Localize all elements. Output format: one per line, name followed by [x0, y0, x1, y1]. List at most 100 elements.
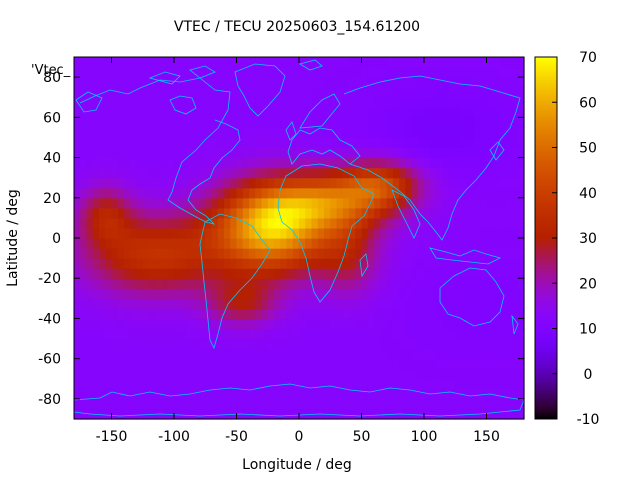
heatmap-cell — [324, 157, 331, 169]
heatmap-cell — [392, 217, 400, 229]
heatmap-cell — [292, 217, 300, 229]
heatmap-cell — [349, 217, 356, 229]
heatmap-cell — [292, 358, 300, 370]
heatmap-cell — [486, 338, 494, 350]
heatmap-cell — [117, 378, 125, 390]
heatmap-cell — [99, 298, 106, 309]
heatmap-cell — [336, 298, 344, 309]
heatmap-cell — [480, 408, 488, 420]
heatmap-cell — [517, 167, 525, 179]
heatmap-cell — [355, 368, 363, 380]
legend-key-label: 'Vtec_ — [31, 63, 71, 78]
heatmap-cell — [267, 217, 275, 229]
heatmap-cell — [80, 288, 88, 299]
heatmap-cell — [467, 278, 475, 289]
heatmap-cell — [317, 248, 325, 259]
heatmap-cell — [449, 378, 456, 390]
colorbar-tick-label: 50 — [579, 141, 597, 157]
heatmap-cell — [424, 87, 431, 98]
heatmap-cell — [392, 328, 400, 340]
heatmap-cell — [86, 67, 94, 78]
heatmap-cell — [261, 358, 269, 370]
heatmap-cell — [105, 227, 113, 239]
heatmap-cell — [311, 298, 319, 309]
heatmap-cell — [342, 348, 350, 360]
heatmap-cell — [442, 278, 450, 289]
heatmap-cell — [517, 388, 525, 400]
heatmap-cell — [336, 67, 344, 78]
heatmap-cell — [280, 157, 288, 169]
heatmap-cell — [367, 87, 375, 98]
heatmap-cell — [299, 278, 306, 289]
heatmap-cell — [249, 238, 256, 249]
heatmap-cell — [392, 288, 400, 299]
heatmap-cell — [442, 57, 450, 68]
heatmap-cell — [117, 67, 125, 78]
heatmap-cell — [411, 197, 419, 209]
heatmap-cell — [105, 97, 113, 108]
heatmap-cell — [242, 368, 250, 380]
heatmap-cell — [492, 318, 500, 330]
heatmap-cell — [86, 358, 94, 370]
heatmap-cell — [330, 177, 338, 189]
heatmap-cell — [117, 278, 125, 289]
heatmap-cell — [430, 187, 438, 199]
heatmap-cell — [449, 398, 456, 410]
heatmap-cell — [305, 87, 313, 98]
heatmap-cell — [374, 338, 381, 350]
heatmap-cell — [261, 398, 269, 410]
heatmap-cell — [486, 288, 494, 299]
heatmap-cell — [399, 157, 406, 169]
heatmap-cell — [342, 408, 350, 420]
coastline-japan — [489, 141, 505, 161]
heatmap-cell — [124, 207, 131, 219]
heatmap-cell — [267, 117, 275, 128]
heatmap-cell — [292, 57, 300, 68]
heatmap-cell — [499, 358, 506, 370]
heatmap-cell — [511, 388, 519, 400]
heatmap-cell — [286, 388, 294, 400]
heatmap-cell — [511, 157, 519, 169]
heatmap-cell — [111, 388, 119, 400]
heatmap-cell — [367, 358, 375, 370]
heatmap-cell — [474, 318, 481, 330]
heatmap-cell — [492, 238, 500, 249]
heatmap-cell — [292, 348, 300, 360]
heatmap-cell — [124, 77, 131, 88]
heatmap-cell — [242, 97, 250, 108]
heatmap-cell — [142, 217, 150, 229]
heatmap-cell — [180, 67, 188, 78]
heatmap-cell — [492, 127, 500, 139]
heatmap-cell — [399, 147, 406, 159]
heatmap-cell — [111, 177, 119, 189]
heatmap-cell — [142, 147, 150, 159]
heatmap-cell — [292, 308, 300, 320]
heatmap-cell — [499, 147, 506, 159]
heatmap-cell — [342, 298, 350, 309]
heatmap-cell — [492, 258, 500, 269]
heatmap-cell — [124, 338, 131, 350]
heatmap-cell — [255, 408, 263, 420]
heatmap-cell — [86, 207, 94, 219]
heatmap-cell — [236, 348, 244, 360]
heatmap-cell — [324, 398, 331, 410]
heatmap-cell — [124, 278, 131, 289]
heatmap-cell — [492, 147, 500, 159]
heatmap-cell — [499, 167, 506, 179]
heatmap-cell — [186, 117, 194, 128]
heatmap-cell — [142, 207, 150, 219]
heatmap-cell — [330, 107, 338, 118]
heatmap-cell — [199, 338, 206, 350]
heatmap-cell — [480, 338, 488, 350]
heatmap-cell — [386, 378, 394, 390]
heatmap-cell — [474, 268, 481, 279]
heatmap-cell — [336, 227, 344, 239]
heatmap-cell — [161, 348, 169, 360]
heatmap-cell — [455, 338, 463, 350]
heatmap-cell — [186, 298, 194, 309]
heatmap-cell — [255, 348, 263, 360]
heatmap-cell — [292, 167, 300, 179]
heatmap-cell — [324, 107, 331, 118]
heatmap-cell — [80, 248, 88, 259]
heatmap-cell — [236, 238, 244, 249]
